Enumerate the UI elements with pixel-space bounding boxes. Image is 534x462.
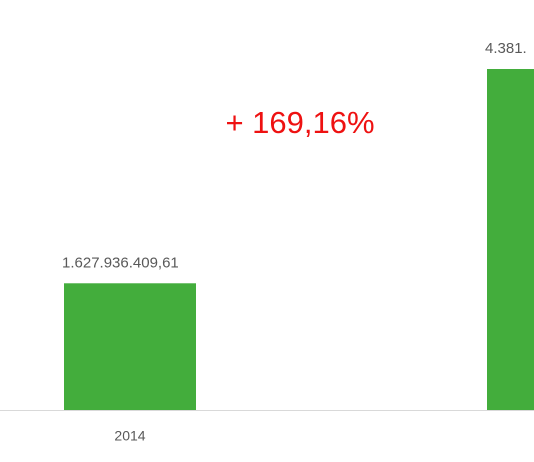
value-label: 1.627.936.409,61 bbox=[62, 254, 179, 271]
bar bbox=[64, 283, 196, 410]
bar bbox=[487, 69, 534, 410]
x-tick-label: 2014 bbox=[114, 428, 145, 444]
value-label: 4.381. bbox=[485, 40, 527, 57]
change-annotation: + 169,16% bbox=[225, 105, 374, 140]
